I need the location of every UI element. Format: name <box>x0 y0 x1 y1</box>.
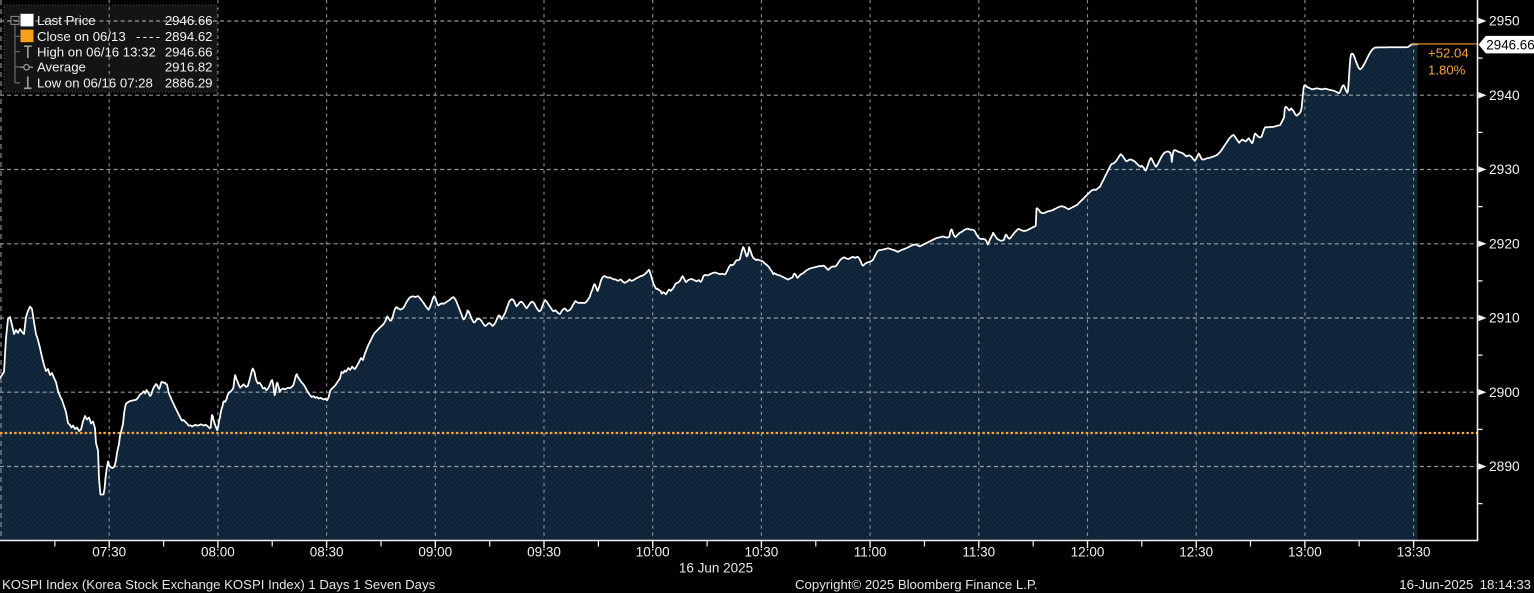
svg-text:2920: 2920 <box>1489 236 1520 251</box>
svg-text:2950: 2950 <box>1489 14 1520 29</box>
svg-text:2894.62: 2894.62 <box>165 29 213 44</box>
svg-text:2946.66: 2946.66 <box>165 44 213 59</box>
svg-text:Copyright© 2025 Bloomberg Fina: Copyright© 2025 Bloomberg Finance L.P. <box>795 577 1038 592</box>
svg-text:2910: 2910 <box>1489 311 1520 326</box>
svg-text:11:00: 11:00 <box>854 545 887 560</box>
svg-text:13:30: 13:30 <box>1397 545 1431 560</box>
svg-text:Low on 06/16 07:28: Low on 06/16 07:28 <box>37 76 153 91</box>
svg-text:12:00: 12:00 <box>1071 545 1105 560</box>
svg-text:11:30: 11:30 <box>962 545 995 560</box>
svg-text:1.80%: 1.80% <box>1428 63 1466 78</box>
svg-text:2940: 2940 <box>1489 88 1520 103</box>
svg-text:13:00: 13:00 <box>1288 545 1322 560</box>
svg-text:2900: 2900 <box>1489 385 1520 400</box>
svg-text:KOSPI Index (Korea Stock Excha: KOSPI Index (Korea Stock Exchange KOSPI … <box>2 577 436 592</box>
svg-text:----: ---- <box>136 29 162 44</box>
svg-text:2916.82: 2916.82 <box>165 60 213 75</box>
svg-text:09:00: 09:00 <box>418 545 452 560</box>
svg-text:09:30: 09:30 <box>527 545 561 560</box>
svg-text:16 Jun 2025: 16 Jun 2025 <box>679 561 753 576</box>
svg-text:2946.66: 2946.66 <box>1486 38 1534 53</box>
svg-text:10:30: 10:30 <box>745 545 779 560</box>
svg-text:10:00: 10:00 <box>636 545 670 560</box>
svg-text:2946.66: 2946.66 <box>165 13 213 28</box>
svg-text:High on 06/16 13:32: High on 06/16 13:32 <box>37 44 156 59</box>
svg-text:Close on 06/13: Close on 06/13 <box>37 29 126 44</box>
svg-text:Average: Average <box>37 60 86 75</box>
svg-text:12:30: 12:30 <box>1179 545 1213 560</box>
svg-text:16-Jun-2025 18:14:33: 16-Jun-2025 18:14:33 <box>1399 577 1531 592</box>
svg-text:08:30: 08:30 <box>310 545 344 560</box>
svg-text:+52.04: +52.04 <box>1428 46 1469 61</box>
svg-text:07:30: 07:30 <box>92 545 126 560</box>
svg-text:2886.29: 2886.29 <box>165 76 213 91</box>
svg-text:Last Price: Last Price <box>37 13 96 28</box>
svg-text:2890: 2890 <box>1489 459 1520 474</box>
svg-text:2930: 2930 <box>1489 162 1520 177</box>
svg-text:08:00: 08:00 <box>201 545 235 560</box>
